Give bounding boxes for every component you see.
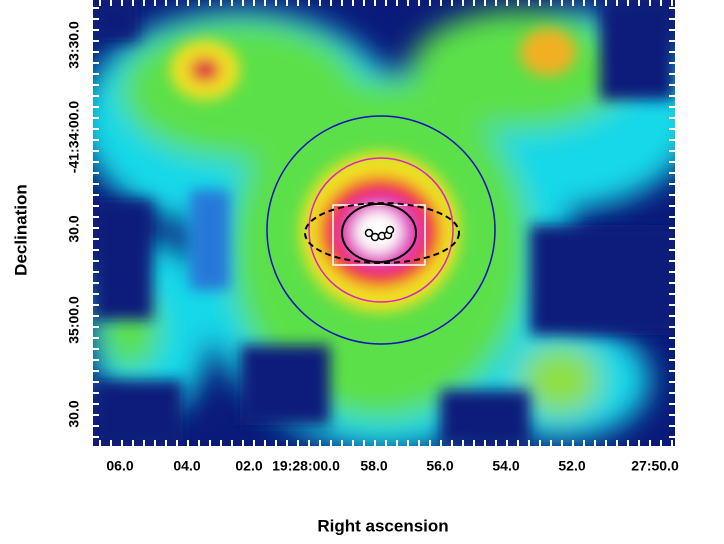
y-tick-label: 35:00.0	[66, 296, 82, 344]
x-tick-label: 19:28:00.0	[272, 458, 340, 474]
x-tick-label: 06.0	[106, 458, 133, 474]
y-tick-label: 30.0	[66, 215, 82, 242]
x-axis-label: Right ascension	[317, 516, 448, 535]
y-axis-label: Declination	[11, 184, 30, 276]
x-tick-label: 27:50.0	[631, 458, 679, 474]
x-tick-label: 02.0	[235, 458, 262, 474]
y-tick-label: -41:34:00.0	[66, 101, 82, 174]
x-tick-label: 04.0	[173, 458, 200, 474]
x-tick-label: 56.0	[426, 458, 453, 474]
tick-marks	[93, 0, 675, 446]
x-tick-label: 54.0	[492, 458, 519, 474]
x-tick-label: 52.0	[558, 458, 585, 474]
contours	[266, 115, 496, 345]
sky-image	[93, 0, 675, 446]
y-tick-label: 30.0	[66, 400, 82, 427]
y-tick-label: 33:30.0	[66, 21, 82, 69]
x-tick-label: 58.0	[360, 458, 387, 474]
